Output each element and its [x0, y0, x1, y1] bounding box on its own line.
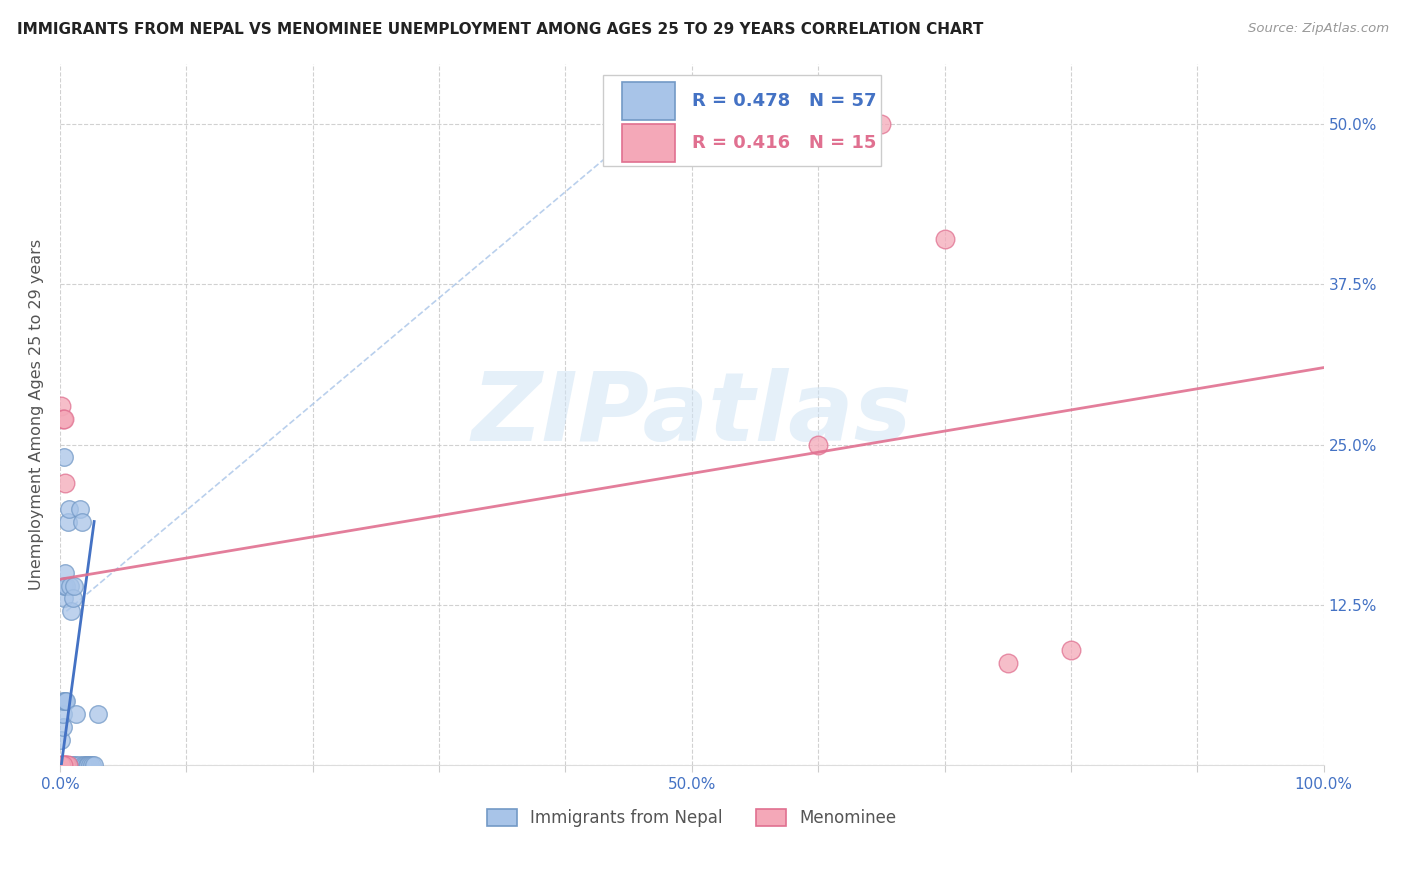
Point	[56, 758, 79, 772]
Point	[51, 758, 73, 772]
Point	[58, 758, 80, 772]
Point	[69, 501, 91, 516]
Point	[51, 758, 73, 772]
Text: ZIPatlas: ZIPatlas	[471, 368, 912, 461]
Point	[51, 732, 73, 747]
Point	[63, 579, 86, 593]
Point	[52, 758, 75, 772]
Point	[52, 758, 75, 772]
Point	[55, 758, 77, 772]
Point	[53, 566, 76, 580]
Point	[1060, 642, 1083, 657]
Point	[55, 758, 77, 772]
Point	[51, 758, 73, 772]
Point	[51, 694, 73, 708]
Point	[53, 694, 76, 708]
Point	[51, 758, 73, 772]
Point	[75, 758, 97, 772]
Point	[934, 232, 956, 246]
Point	[52, 758, 75, 772]
Point	[62, 591, 84, 606]
Point	[870, 117, 893, 131]
Point	[51, 720, 73, 734]
FancyBboxPatch shape	[623, 81, 675, 120]
Point	[55, 579, 77, 593]
Point	[53, 758, 76, 772]
Point	[65, 706, 87, 721]
Point	[56, 758, 79, 772]
Point	[76, 758, 98, 772]
Text: R = 0.416   N = 15: R = 0.416 N = 15	[692, 135, 876, 153]
Point	[53, 758, 76, 772]
Point	[63, 758, 86, 772]
Point	[53, 758, 76, 772]
Y-axis label: Unemployment Among Ages 25 to 29 years: Unemployment Among Ages 25 to 29 years	[30, 239, 44, 591]
Point	[87, 706, 110, 721]
FancyBboxPatch shape	[623, 124, 675, 162]
Point	[53, 476, 76, 491]
Point	[76, 758, 98, 772]
Point	[70, 515, 93, 529]
Text: Source: ZipAtlas.com: Source: ZipAtlas.com	[1249, 22, 1389, 36]
Point	[79, 758, 101, 772]
Point	[51, 412, 73, 426]
Point	[67, 758, 90, 772]
Text: IMMIGRANTS FROM NEPAL VS MENOMINEE UNEMPLOYMENT AMONG AGES 25 TO 29 YEARS CORREL: IMMIGRANTS FROM NEPAL VS MENOMINEE UNEMP…	[17, 22, 983, 37]
Point	[51, 758, 73, 772]
Point	[52, 758, 75, 772]
Point	[83, 758, 105, 772]
Point	[51, 758, 73, 772]
Legend: Immigrants from Nepal, Menominee: Immigrants from Nepal, Menominee	[481, 803, 903, 834]
Point	[997, 656, 1019, 670]
Point	[72, 758, 94, 772]
Point	[52, 758, 75, 772]
Point	[51, 399, 73, 413]
Point	[51, 758, 73, 772]
Point	[51, 758, 73, 772]
Point	[51, 758, 73, 772]
Point	[60, 604, 83, 618]
Point	[51, 758, 73, 772]
Point	[62, 758, 84, 772]
Point	[52, 591, 75, 606]
Point	[51, 758, 73, 772]
Point	[59, 579, 82, 593]
FancyBboxPatch shape	[603, 75, 882, 166]
Point	[56, 515, 79, 529]
Point	[51, 758, 73, 772]
Point	[51, 706, 73, 721]
Point	[52, 450, 75, 465]
Point	[52, 579, 75, 593]
Point	[52, 758, 75, 772]
Point	[53, 758, 76, 772]
Point	[807, 437, 830, 451]
Point	[55, 758, 77, 772]
Point	[51, 758, 73, 772]
Point	[51, 758, 73, 772]
Point	[52, 412, 75, 426]
Point	[58, 501, 80, 516]
Point	[80, 758, 103, 772]
Point	[51, 758, 73, 772]
Point	[55, 694, 77, 708]
Point	[51, 758, 73, 772]
Text: R = 0.478   N = 57: R = 0.478 N = 57	[692, 92, 876, 111]
